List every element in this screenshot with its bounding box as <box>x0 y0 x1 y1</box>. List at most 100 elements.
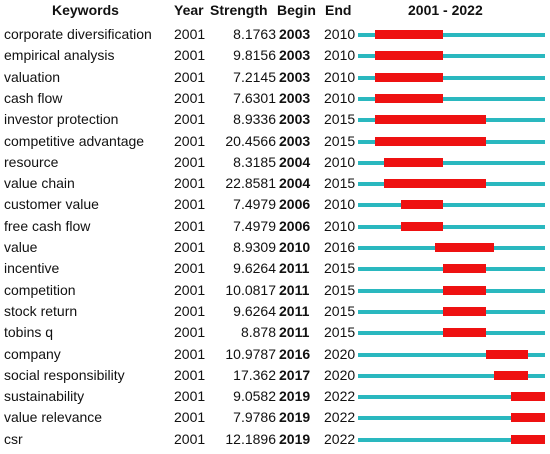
end-cell: 2015 <box>324 175 356 192</box>
baseline-after <box>443 54 545 59</box>
strength-cell: 12.1896 <box>225 430 276 447</box>
begin-cell: 2010 <box>279 239 311 255</box>
keyword-cell: incentive <box>4 260 60 277</box>
strength-cell: 9.6264 <box>233 260 276 277</box>
strength-cell: 10.0817 <box>225 281 276 298</box>
timeline-track <box>358 370 545 380</box>
strength-cell: 7.2145 <box>233 68 276 85</box>
timeline-track <box>358 179 545 189</box>
begin-cell: 2003 <box>279 47 311 64</box>
baseline-after <box>485 118 545 123</box>
burst-bar <box>443 285 486 295</box>
baseline-after <box>485 331 545 336</box>
baseline-before <box>358 288 443 293</box>
strength-cell: 22.8581 <box>225 175 276 192</box>
baseline-after <box>443 224 545 229</box>
burst-bar <box>375 51 443 61</box>
year-cell: 2001 <box>174 175 206 192</box>
year-cell: 2001 <box>174 430 206 447</box>
begin-cell: 2006 <box>279 217 311 234</box>
burst-bar <box>511 392 545 402</box>
keyword-cell: value chain <box>4 175 75 192</box>
keyword-cell: resource <box>4 153 59 170</box>
begin-cell: 2003 <box>279 132 311 149</box>
end-cell: 2015 <box>324 132 356 149</box>
burst-bar <box>383 157 443 167</box>
begin-cell: 2004 <box>279 153 311 170</box>
year-cell: 2001 <box>174 324 206 341</box>
begin-cell: 2003 <box>279 26 311 42</box>
burst-row: cash flow 2001 7.6301 2003 2010 <box>0 88 550 109</box>
baseline-before <box>358 309 443 314</box>
burst-row: company 2001 10.9787 2016 2020 <box>0 344 550 365</box>
burst-bar <box>400 200 443 210</box>
year-cell: 2001 <box>174 132 206 149</box>
timeline-track <box>358 328 545 338</box>
end-cell: 2015 <box>324 260 356 277</box>
keyword-cell: investor protection <box>4 111 119 128</box>
keyword-cell: csr <box>4 430 23 447</box>
end-cell: 2022 <box>324 388 356 405</box>
burst-bar <box>443 264 486 274</box>
timeline-track <box>358 349 545 359</box>
baseline-before <box>358 160 384 165</box>
burst-bar <box>375 30 443 39</box>
strength-cell: 8.1763 <box>233 26 276 42</box>
keyword-cell: free cash flow <box>4 217 91 234</box>
burst-row: competition 2001 10.0817 2011 2015 <box>0 280 550 301</box>
begin-cell: 2019 <box>279 409 311 426</box>
burst-row: value 2001 8.9309 2010 2016 <box>0 237 550 258</box>
timeline-track <box>358 221 545 231</box>
baseline-after <box>485 309 545 314</box>
end-cell: 2022 <box>324 430 356 447</box>
baseline-after <box>443 160 545 165</box>
burst-bar <box>400 221 443 231</box>
baseline-after <box>485 267 545 272</box>
baseline-before <box>358 139 375 144</box>
strength-cell: 8.878 <box>240 324 276 341</box>
begin-cell: 2011 <box>279 281 310 298</box>
baseline-before <box>358 224 401 229</box>
strength-cell: 17.362 <box>233 366 276 383</box>
timeline-track <box>358 200 545 210</box>
baseline-before <box>358 54 375 59</box>
timeline-track <box>358 413 545 423</box>
year-cell: 2001 <box>174 388 206 405</box>
begin-cell: 2019 <box>279 388 311 405</box>
begin-cell: 2017 <box>279 366 311 383</box>
end-cell: 2015 <box>324 302 356 319</box>
burst-bar <box>375 93 443 103</box>
end-cell: 2016 <box>324 239 356 255</box>
strength-cell: 7.6301 <box>233 89 276 106</box>
baseline-after <box>528 373 545 378</box>
burst-row: competitive advantage 2001 20.4566 2003 2015 <box>0 131 550 152</box>
baseline-before <box>358 96 375 101</box>
begin-cell: 2019 <box>279 430 311 447</box>
begin-cell: 2003 <box>279 68 311 85</box>
strength-cell: 8.9309 <box>233 239 276 255</box>
timeline-track <box>358 93 545 103</box>
baseline-after <box>443 75 545 80</box>
strength-cell: 7.4979 <box>233 196 276 213</box>
keyword-cell: social responsibility <box>4 366 125 383</box>
begin-cell: 2016 <box>279 345 311 362</box>
keyword-cell: corporate diversification <box>4 26 152 42</box>
year-cell: 2001 <box>174 217 206 234</box>
year-cell: 2001 <box>174 47 206 64</box>
baseline-before <box>358 373 494 378</box>
burst-row: corporate diversification 2001 8.1763 2003 2… <box>0 24 550 45</box>
year-cell: 2001 <box>174 239 206 255</box>
header-year: Year <box>174 2 204 18</box>
baseline-after <box>485 182 545 187</box>
timeline-track <box>358 434 545 444</box>
burst-row: value relevance 2001 7.9786 2019 2022 <box>0 407 550 428</box>
keyword-cell: tobins q <box>4 324 54 341</box>
strength-cell: 10.9787 <box>225 345 276 362</box>
begin-cell: 2004 <box>279 175 311 192</box>
burst-row: free cash flow 2001 7.4979 2006 2010 <box>0 216 550 237</box>
end-cell: 2010 <box>324 217 356 234</box>
baseline-after <box>485 139 545 144</box>
year-cell: 2001 <box>174 409 206 426</box>
keyword-cell: valuation <box>4 68 61 85</box>
burst-bar <box>511 434 545 444</box>
